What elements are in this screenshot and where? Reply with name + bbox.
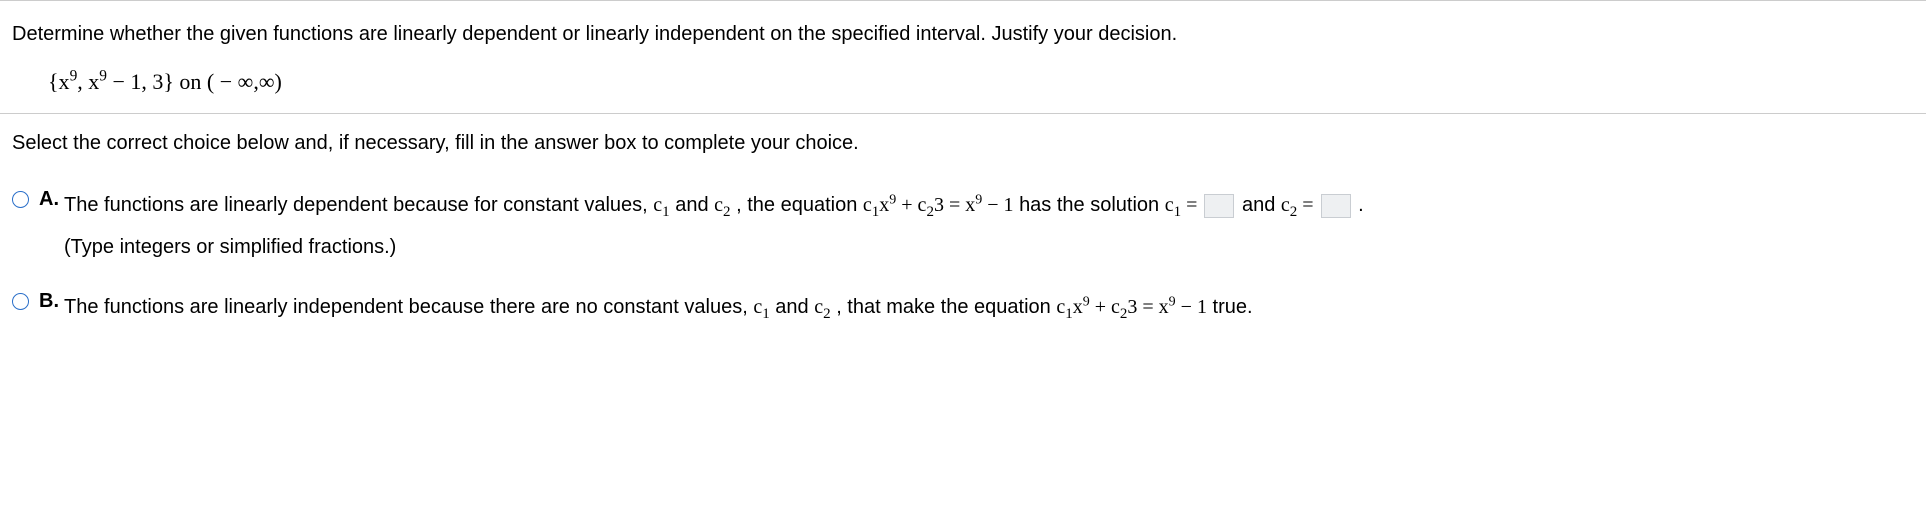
- choice-b-letter: B.: [39, 290, 59, 313]
- choice-b-c2: c2: [814, 296, 830, 318]
- radio-b[interactable]: [12, 293, 29, 310]
- choice-b-mid1: , that make the equation: [836, 296, 1056, 318]
- radio-a[interactable]: [12, 191, 29, 208]
- function-set: {x9, x9 − 1, 3} on ( − ∞,∞): [12, 69, 1914, 95]
- choice-b-control: B.: [12, 288, 64, 313]
- choice-a-text-1: The functions are linearly dependent bec…: [64, 194, 653, 216]
- choice-a-control: A.: [12, 186, 64, 211]
- choice-b-and1: and: [775, 296, 814, 318]
- choice-a-c1eq: c1 =: [1165, 194, 1203, 216]
- choice-b-body: The functions are linearly independent b…: [64, 288, 1914, 326]
- choice-a-and2: and: [1242, 194, 1281, 216]
- choice-b-c1: c1: [753, 296, 769, 318]
- choice-a-eqn: c1x9 + c23 = x9 − 1: [863, 194, 1014, 216]
- answer-box-c1[interactable]: [1204, 194, 1234, 218]
- answer-box-c2[interactable]: [1321, 194, 1351, 218]
- question-block: Determine whether the given functions ar…: [0, 1, 1926, 113]
- choice-b-post: true.: [1213, 296, 1253, 318]
- choice-a-row: A. The functions are linearly dependent …: [12, 186, 1914, 266]
- choice-a-c1: c1: [653, 194, 669, 216]
- choice-a-c2: c2: [714, 194, 730, 216]
- instruction-text: Select the correct choice below and, if …: [0, 114, 1926, 172]
- choice-a-c2eq: c2 =: [1281, 194, 1319, 216]
- choice-a-mid2: has the solution: [1019, 194, 1165, 216]
- choice-b-text-1: The functions are linearly independent b…: [64, 296, 753, 318]
- choice-b-row: B. The functions are linearly independen…: [12, 288, 1914, 326]
- choice-a-body: The functions are linearly dependent bec…: [64, 186, 1914, 266]
- choice-a-letter: A.: [39, 188, 59, 211]
- choice-a-and1: and: [675, 194, 714, 216]
- choice-b-eqn: c1x9 + c23 = x9 − 1: [1056, 296, 1207, 318]
- question-prompt: Determine whether the given functions ar…: [12, 19, 1914, 49]
- choice-a-period: .: [1358, 194, 1364, 216]
- choice-a-hint: (Type integers or simplified fractions.): [64, 228, 1914, 266]
- choices-container: A. The functions are linearly dependent …: [0, 172, 1926, 326]
- choice-a-mid1: , the equation: [736, 194, 863, 216]
